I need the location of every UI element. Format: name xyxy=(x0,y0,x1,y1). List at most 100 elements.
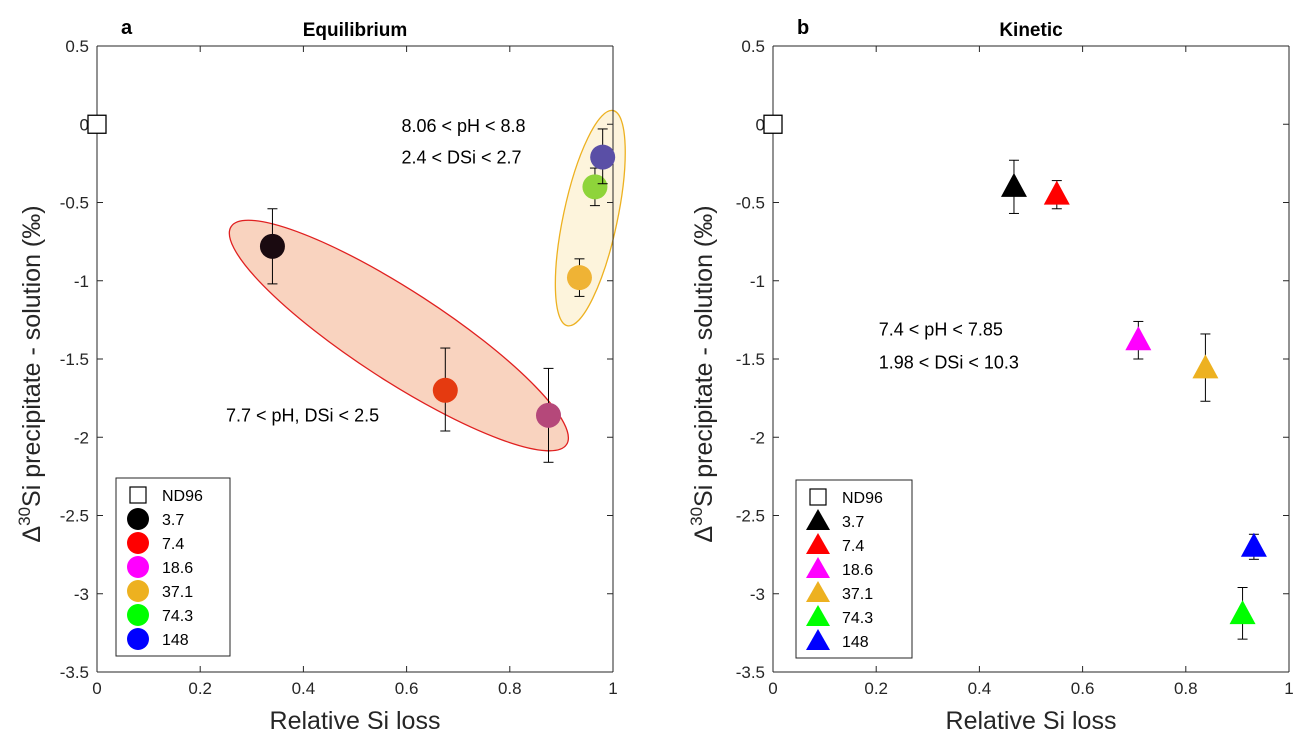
y-axis-label-unit: (‰) xyxy=(18,205,46,247)
data-point-circle xyxy=(566,265,592,291)
annotation-text: 1.98 < DSi < 10.3 xyxy=(879,352,1019,372)
legend-marker-circle xyxy=(127,532,149,554)
x-tick-label: 0.8 xyxy=(498,679,522,698)
y-tick-label: -0.5 xyxy=(736,194,765,213)
legend-marker-square xyxy=(809,488,827,506)
legend-label: 74.3 xyxy=(162,608,193,625)
annotation-text: 8.06 < pH < 8.8 xyxy=(401,116,525,136)
y-axis-label: Δ30Si precipitate - solution (‰) xyxy=(687,205,718,542)
data-point-square xyxy=(763,114,783,134)
x-tick-label: 1 xyxy=(608,679,617,698)
x-tick-label: 1 xyxy=(1284,679,1293,698)
legend-marker-circle xyxy=(127,604,149,626)
legend: ND96 3.7 7.4 18.6 37.1 74.3 148 xyxy=(115,477,231,657)
legend-marker-triangle xyxy=(806,581,830,602)
legend-marker-circle xyxy=(127,508,149,530)
data-point-triangle xyxy=(1229,600,1256,625)
panel-label: b xyxy=(797,17,809,39)
region-ellipse-red xyxy=(228,219,570,452)
x-tick-label: 0.6 xyxy=(1071,679,1095,698)
panel-label: a xyxy=(121,17,133,39)
data-point-circle xyxy=(432,377,458,403)
panel-b: 0 0.2 0.4 0.6 0.8 1 0.5 0 -0.5 -1 -1.5 -2 -2.5 -3 -3.5… xyxy=(687,17,1294,735)
annotation-text: 7.4 < pH < 7.85 xyxy=(879,320,1003,340)
x-tick-label: 0 xyxy=(768,679,777,698)
x-axis-label: Relative Si loss xyxy=(270,707,441,735)
y-tick-label: -1 xyxy=(750,272,765,291)
legend-label: 148 xyxy=(842,634,869,651)
x-tick-label: 0.2 xyxy=(864,679,888,698)
y-axis-label: Δ30Si precipitate - solution (‰) xyxy=(15,205,46,542)
y-tick-label: -1.5 xyxy=(60,350,89,369)
y-tick-label: 0.5 xyxy=(65,37,89,56)
y-tick-label: -2 xyxy=(74,428,89,447)
y-axis-label-unit: (‰) xyxy=(690,205,718,247)
data-point-triangle xyxy=(1000,172,1027,197)
legend-label: ND96 xyxy=(162,488,203,505)
y-axis-label-prefix: Δ xyxy=(690,526,718,543)
data-point-circle xyxy=(259,233,285,259)
data-point-circle xyxy=(590,144,616,170)
y-tick-label: -2.5 xyxy=(736,507,765,526)
legend-marker-circle xyxy=(127,580,149,602)
y-tick-label: 0.5 xyxy=(741,37,765,56)
chart-title: Equilibrium xyxy=(303,20,408,41)
y-tick-label: 0 xyxy=(756,115,765,134)
x-axis-label: Relative Si loss xyxy=(946,707,1117,735)
data-point-circle xyxy=(536,402,561,428)
legend-label: 18.6 xyxy=(842,562,873,579)
annotation-text: 7.7 < pH, DSi < 2.5 xyxy=(226,406,379,426)
legend-label: 37.1 xyxy=(842,586,873,603)
y-tick-label: -2.5 xyxy=(60,507,89,526)
legend-marker-triangle xyxy=(806,509,830,530)
y-axis-label-sup: 30 xyxy=(15,507,34,526)
y-tick-label: 0 xyxy=(80,115,89,134)
x-tick-label: 0.8 xyxy=(1174,679,1198,698)
legend-marker-triangle xyxy=(806,533,830,554)
y-tick-label: -0.5 xyxy=(60,194,89,213)
legend-marker-circle xyxy=(127,556,149,578)
x-tick-label: 0.2 xyxy=(188,679,212,698)
x-tick-label: 0 xyxy=(92,679,101,698)
x-tick-label: 0.6 xyxy=(395,679,419,698)
data-point-square xyxy=(87,114,107,134)
y-tick-label: -2 xyxy=(750,428,765,447)
legend-marker-triangle xyxy=(806,557,830,578)
y-axis-label-sup: 30 xyxy=(687,507,706,526)
y-tick-label: -3 xyxy=(74,585,89,604)
y-tick-label: -3.5 xyxy=(736,663,765,682)
legend-marker-square xyxy=(129,486,147,504)
legend-label: ND96 xyxy=(842,490,883,507)
data-point-circle xyxy=(582,174,608,200)
annotation-text: 2.4 < DSi < 2.7 xyxy=(401,147,521,167)
chart-title: Kinetic xyxy=(999,20,1063,41)
y-axis-label-prefix: Δ xyxy=(18,526,46,543)
region-ellipse-yellow xyxy=(554,109,626,327)
panel-a: 0 0.2 0.4 0.6 0.8 1 0.5 0 -0.5 -1 -1.5 -2 -2.5 -3 -3.5… xyxy=(15,17,626,735)
data-point-triangle xyxy=(1043,180,1070,205)
data-point-triangle xyxy=(1192,354,1219,379)
legend-marker-triangle xyxy=(806,629,830,650)
y-tick-label: -3 xyxy=(750,585,765,604)
legend-label: 3.7 xyxy=(842,514,864,531)
x-tick-label: 0.4 xyxy=(968,679,992,698)
legend-label: 7.4 xyxy=(162,536,184,553)
y-tick-label: -1.5 xyxy=(736,350,765,369)
legend-label: 18.6 xyxy=(162,560,193,577)
legend-label: 74.3 xyxy=(842,610,873,627)
y-axis-label-main: Si precipitate - solution xyxy=(18,247,46,507)
data-point-triangle xyxy=(1240,532,1267,557)
y-tick-label: -1 xyxy=(74,272,89,291)
legend: ND96 3.7 7.4 18.6 37.1 74.3 148 xyxy=(795,479,913,659)
legend-label: 148 xyxy=(162,632,189,649)
x-tick-label: 0.4 xyxy=(292,679,316,698)
legend-label: 7.4 xyxy=(842,538,864,555)
legend-label: 37.1 xyxy=(162,584,193,601)
y-axis-label-main: Si precipitate - solution xyxy=(690,247,718,507)
data-point-triangle xyxy=(1125,326,1152,351)
y-tick-label: -3.5 xyxy=(60,663,89,682)
legend-marker-circle xyxy=(127,628,149,650)
legend-marker-triangle xyxy=(806,605,830,626)
legend-label: 3.7 xyxy=(162,512,184,529)
